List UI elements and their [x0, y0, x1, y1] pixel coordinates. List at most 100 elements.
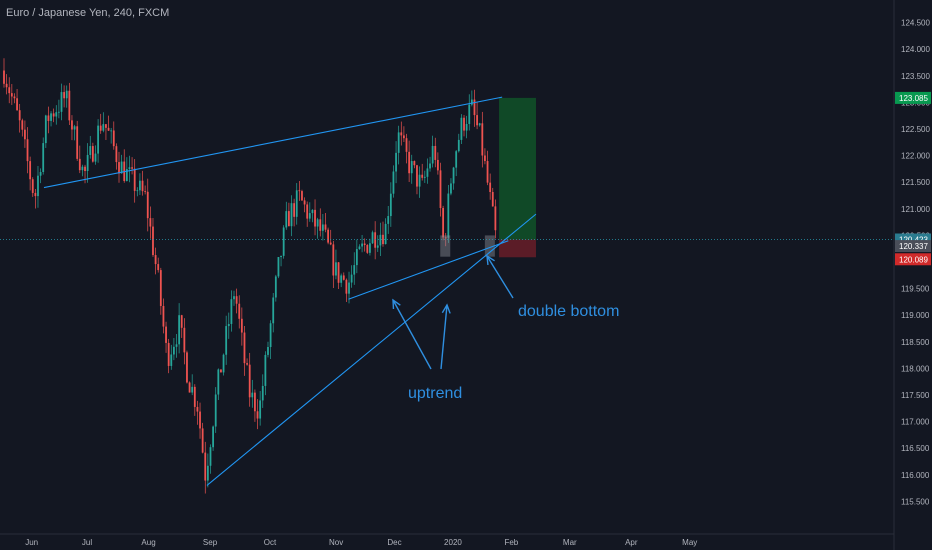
- uptrend-arrow-2-head: [441, 303, 451, 314]
- symbol-title: Euro / Japanese Yen, 240, FXCM: [6, 7, 170, 19]
- candle-body: [102, 124, 105, 131]
- candle-body: [146, 191, 149, 219]
- y-tick-label: 116.500: [901, 444, 930, 453]
- candle-body: [450, 183, 452, 194]
- candle-body: [363, 243, 366, 245]
- candle-body: [287, 211, 290, 227]
- candle-body: [256, 411, 259, 419]
- candle-body: [387, 216, 390, 224]
- candle-body: [308, 213, 311, 219]
- x-tick-label: Apr: [625, 538, 638, 547]
- candle-body: [358, 246, 361, 250]
- candle-body: [478, 123, 481, 126]
- candle-body: [484, 155, 486, 162]
- candles-layer: [3, 58, 497, 494]
- x-tick-label: 2020: [444, 538, 462, 547]
- candle-body: [238, 303, 241, 319]
- stop-zone: [499, 239, 536, 258]
- candle-body: [217, 369, 220, 395]
- candle-body: [457, 139, 460, 152]
- candle-body: [225, 326, 228, 355]
- candle-body: [68, 90, 71, 121]
- candle-body: [212, 426, 214, 448]
- candle-body: [199, 411, 201, 429]
- candle-body: [175, 344, 178, 347]
- candle-body: [473, 99, 476, 116]
- y-tick-label: 122.500: [901, 125, 930, 134]
- candle-body: [55, 112, 58, 117]
- candle-body: [235, 296, 238, 304]
- candle-body: [259, 400, 262, 419]
- candle-body: [345, 279, 348, 294]
- candle-body: [206, 465, 209, 481]
- double-bottom-label: double bottom: [518, 303, 620, 320]
- y-tick-label: 121.000: [901, 205, 930, 214]
- candle-body: [342, 275, 345, 280]
- candle-body: [340, 275, 343, 283]
- candle-body: [423, 176, 426, 178]
- candle-body: [264, 354, 267, 386]
- candle-body: [73, 126, 76, 130]
- candle-body: [254, 392, 256, 412]
- candle-body: [183, 327, 186, 353]
- candle-body: [246, 363, 248, 365]
- y-tick-label: 122.000: [901, 152, 930, 161]
- candle-body: [447, 193, 450, 238]
- candle-body: [78, 158, 81, 171]
- candle-body: [272, 297, 275, 324]
- candle-body: [494, 206, 497, 231]
- candle-body: [465, 123, 468, 131]
- y-tick-label: 119.500: [901, 285, 930, 294]
- candle-body: [133, 168, 136, 191]
- candle-body: [455, 151, 458, 168]
- price-tag-label: 120.423: [899, 236, 928, 245]
- price-tag-label: 120.089: [899, 255, 928, 264]
- candle-body: [65, 90, 68, 99]
- candle-body: [71, 120, 73, 130]
- candle-body: [149, 218, 152, 227]
- x-tick-label: Dec: [387, 538, 401, 547]
- double-bottom-box: [440, 235, 451, 257]
- candle-body: [165, 326, 167, 343]
- price-axis[interactable]: 124.500124.000123.500123.000122.500122.0…: [893, 0, 931, 550]
- price-tag: [895, 240, 931, 253]
- candle-body: [434, 145, 437, 160]
- candle-body: [311, 209, 314, 214]
- candle-body: [154, 255, 157, 265]
- candle-body: [24, 129, 26, 140]
- candle-body: [290, 203, 293, 227]
- candle-body: [105, 124, 107, 128]
- time-axis[interactable]: Jun Jul Aug Sep Oct Nov Dec 2020 Feb Mar Apr May: [0, 533, 894, 547]
- candle-body: [131, 167, 133, 169]
- double-bottom-arrow: [486, 255, 514, 299]
- trendline-upper-resistance: [43, 96, 503, 189]
- candle-body: [125, 169, 128, 182]
- candle-body: [371, 232, 374, 244]
- candle-body: [452, 167, 455, 184]
- uptrend-arrow-1-head: [392, 298, 401, 310]
- candle-body: [303, 200, 306, 205]
- candle-body: [57, 111, 60, 113]
- candle-body: [91, 146, 94, 162]
- y-tick-label: 119.000: [901, 311, 930, 320]
- candle-body: [374, 232, 377, 248]
- candle-body: [167, 342, 170, 366]
- y-tick-label: 124.000: [901, 45, 930, 54]
- candle-body: [350, 274, 353, 283]
- price-tag: [895, 91, 931, 104]
- candle-body: [298, 190, 301, 192]
- candle-body: [251, 392, 254, 398]
- candle-body: [327, 229, 330, 243]
- trendline-lower-support-1: [348, 240, 509, 300]
- candle-body: [233, 296, 235, 300]
- candle-body: [486, 161, 489, 183]
- candle-body: [26, 139, 29, 162]
- candle-body: [476, 115, 478, 126]
- candle-body: [18, 110, 21, 121]
- x-tick-label: Aug: [141, 538, 155, 547]
- candle-body: [99, 125, 102, 131]
- candle-body: [282, 227, 285, 256]
- uptrend-label: uptrend: [408, 385, 463, 402]
